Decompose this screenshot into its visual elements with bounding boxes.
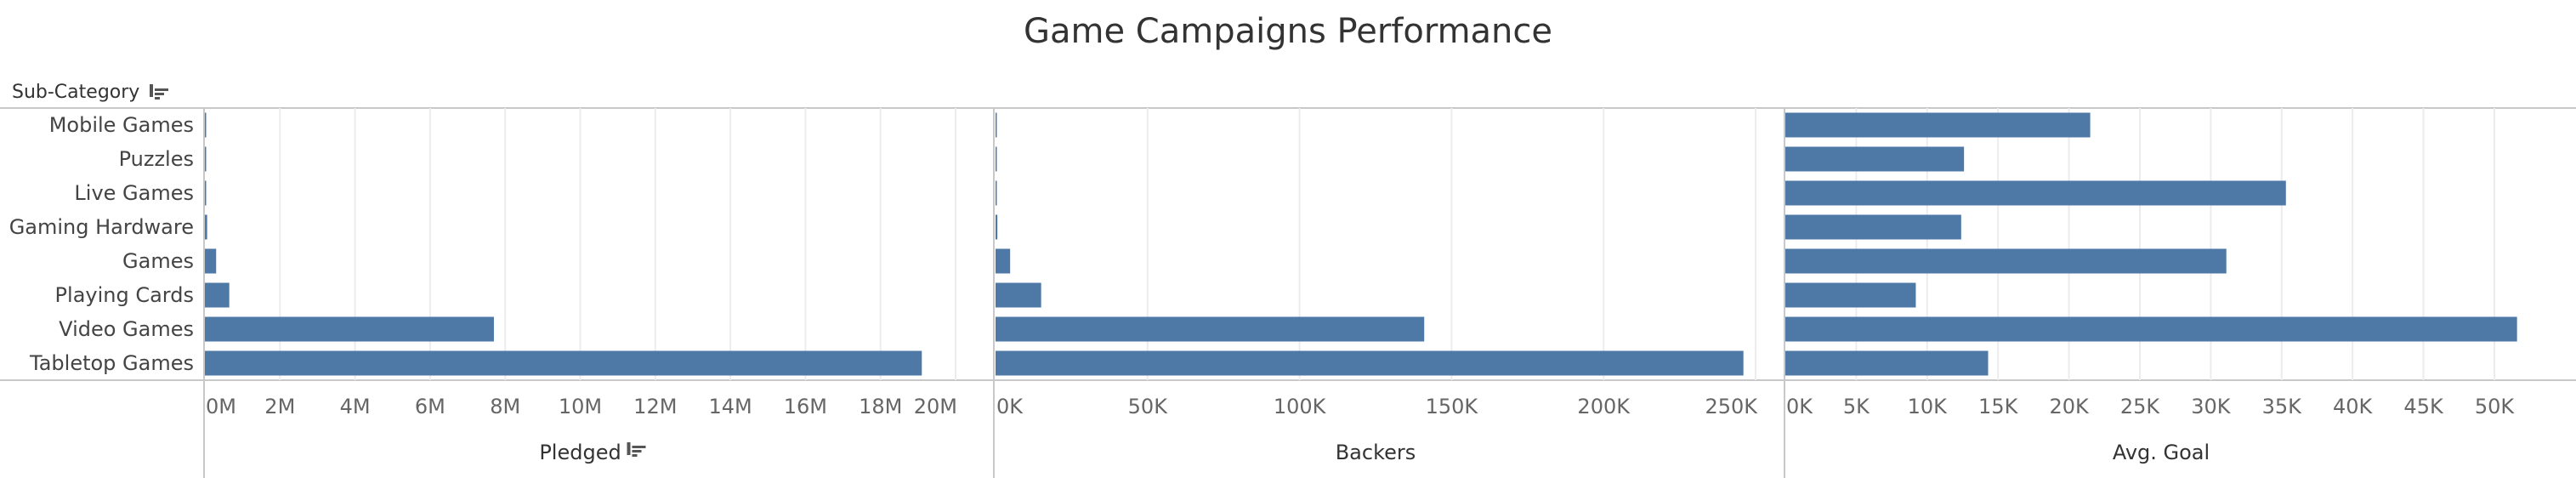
axis-title-backers[interactable]: Backers [1336, 441, 1416, 464]
bar-avg-goal-live-games[interactable] [1785, 180, 2286, 206]
category-label-games: Games [122, 249, 194, 273]
tick-label-pledged: 4M [340, 395, 371, 418]
tick-label-avg-goal: 50K [2475, 395, 2516, 418]
bar-backers-puzzles[interactable] [996, 146, 997, 172]
tick-label-pledged: 20M [914, 395, 957, 418]
sort-icon-pledged-bar [632, 446, 646, 448]
bar-pledged-tabletop-games[interactable] [205, 350, 922, 376]
category-label-gaming-hardware: Gaming Hardware [9, 215, 194, 239]
tick-label-backers: 0K [996, 395, 1024, 418]
tick-label-backers: 150K [1426, 395, 1479, 418]
category-label-mobile-games: Mobile Games [49, 113, 194, 137]
tick-label-avg-goal: 45K [2403, 395, 2444, 418]
bar-pledged-playing-cards[interactable] [205, 282, 230, 308]
sort-icon-pledged-bar [632, 450, 642, 452]
bar-backers-games[interactable] [996, 248, 1011, 274]
bar-pledged-gaming-hardware[interactable] [205, 214, 207, 240]
tick-label-pledged: 14M [708, 395, 752, 418]
bar-avg-goal-mobile-games[interactable] [1785, 112, 2091, 138]
tick-label-pledged: 10M [559, 395, 602, 418]
tick-label-pledged: 12M [633, 395, 677, 418]
sort-icon-pledged[interactable] [627, 442, 631, 455]
tick-label-backers: 100K [1274, 395, 1327, 418]
bar-backers-tabletop-games[interactable] [996, 350, 1744, 376]
tick-label-backers: 50K [1128, 395, 1169, 418]
row-header-sub-category[interactable]: Sub-Category [12, 82, 140, 103]
category-label-tabletop-games: Tabletop Games [29, 351, 194, 375]
bar-avg-goal-video-games[interactable] [1785, 316, 2517, 342]
bar-backers-video-games[interactable] [996, 316, 1425, 342]
bar-backers-gaming-hardware[interactable] [996, 214, 998, 240]
tick-label-avg-goal: 30K [2191, 395, 2232, 418]
bar-pledged-puzzles[interactable] [205, 146, 207, 172]
axis-title-pledged[interactable]: Pledged [539, 441, 621, 464]
bar-avg-goal-gaming-hardware[interactable] [1785, 214, 1961, 240]
tick-label-avg-goal: 35K [2262, 395, 2303, 418]
bar-avg-goal-tabletop-games[interactable] [1785, 350, 1989, 376]
tick-label-pledged: 6M [415, 395, 445, 418]
chart-title: Game Campaigns Performance [1024, 12, 1552, 51]
category-label-playing-cards: Playing Cards [55, 283, 194, 307]
bar-pledged-mobile-games[interactable] [205, 112, 207, 138]
tick-label-backers: 200K [1577, 395, 1631, 418]
tick-label-pledged: 2M [264, 395, 295, 418]
bar-pledged-games[interactable] [205, 248, 217, 274]
bar-pledged-video-games[interactable] [205, 316, 494, 342]
tick-label-avg-goal: 0K [1786, 395, 1813, 418]
tick-label-avg-goal: 15K [1978, 395, 2019, 418]
axis-title-avg-goal[interactable]: Avg. Goal [2113, 441, 2210, 464]
bar-avg-goal-playing-cards[interactable] [1785, 282, 1916, 308]
bar-avg-goal-games[interactable] [1785, 248, 2227, 274]
category-label-puzzles: Puzzles [119, 147, 194, 171]
tick-label-backers: 250K [1705, 395, 1758, 418]
tick-label-avg-goal: 25K [2120, 395, 2161, 418]
tick-label-pledged: 0M [206, 395, 236, 418]
tick-label-pledged: 18M [859, 395, 902, 418]
category-label-live-games: Live Games [74, 181, 194, 205]
bar-avg-goal-puzzles[interactable] [1785, 146, 1965, 172]
sort-icon-pledged-bar [632, 454, 638, 457]
bar-backers-playing-cards[interactable] [996, 282, 1041, 308]
bar-backers-live-games[interactable] [996, 180, 997, 206]
tick-label-avg-goal: 10K [1908, 395, 1949, 418]
bar-backers-mobile-games[interactable] [996, 112, 997, 138]
tick-label-pledged: 8M [490, 395, 520, 418]
tick-label-avg-goal: 20K [2049, 395, 2090, 418]
sort-descending-icon[interactable] [150, 84, 168, 100]
bar-pledged-live-games[interactable] [205, 180, 207, 206]
category-label-video-games: Video Games [59, 317, 194, 341]
tick-label-avg-goal: 40K [2333, 395, 2374, 418]
tick-label-avg-goal: 5K [1843, 395, 1870, 418]
tick-label-pledged: 16M [784, 395, 827, 418]
